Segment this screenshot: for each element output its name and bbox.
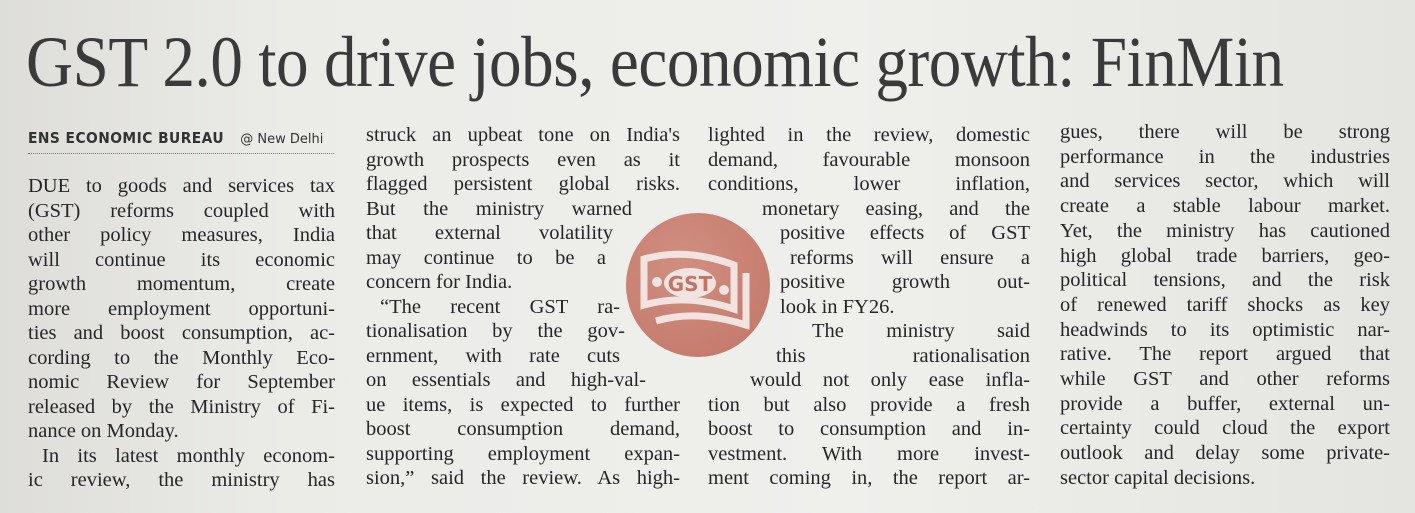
byline: ENS ECONOMIC BUREAU @ New Delhi [28, 128, 334, 154]
gst-banknote-icon: GST [626, 213, 770, 357]
article-line: (GST) reforms coupled with [28, 199, 335, 222]
article-line: nance on Monday. [28, 420, 179, 442]
article-line: will continue its economic [28, 248, 335, 271]
article-line: tionalisation by the gov- [366, 320, 625, 342]
article-line: create a stable labour market. [1060, 195, 1390, 218]
article-line: In its latest monthly econom- [42, 444, 335, 467]
article-line: of renewed tariff shocks as key [1060, 293, 1390, 316]
article-line: this rationalisation [776, 344, 1030, 367]
article-line: boost to consumption and in- [708, 418, 1030, 440]
article-line: tion but also provide a fresh [708, 393, 1030, 416]
article-line: growth momentum, create [28, 273, 335, 295]
article-line: ue items, is expected to further [366, 393, 680, 416]
article-line: on essentials and high-val- [366, 369, 646, 391]
article-line: gues, there will be strong [1060, 121, 1390, 143]
article-line: But the ministry warned [366, 197, 632, 220]
article-line: ic review, the ministry has [28, 469, 335, 491]
article-line: while GST and other reforms [1060, 368, 1390, 390]
article-line: conditions, lower inflation, [708, 173, 1030, 195]
article-line: growth prospects even as it [366, 148, 680, 171]
article-line: “The recent GST ra- [380, 295, 620, 318]
headline: GST 2.0 to drive jobs, economic growth: … [26, 22, 1284, 102]
article-line: reforms will ensure a [790, 246, 1030, 269]
article-line: Yet, the ministry has cautioned [1060, 219, 1390, 242]
article-line: cording to the Monthly Eco- [28, 346, 335, 369]
article-line: headwinds to its optimistic nar- [1060, 318, 1390, 341]
article-line: sion,” said the review. As high- [366, 467, 680, 489]
article-line: outlook and delay some private- [1060, 442, 1390, 465]
article-line: positive growth out- [780, 271, 1030, 293]
article-line: monetary easing, and the [762, 197, 1030, 220]
article-line: rative. The report argued that [1060, 343, 1390, 366]
article-line: struck an upbeat tone on India's [366, 124, 680, 146]
article-line: ment coming in, the report ar- [708, 467, 1030, 489]
article-line: other policy measures, India [28, 224, 335, 246]
byline-bureau: ENS ECONOMIC BUREAU [28, 129, 225, 147]
article-line: boost consumption demand, [366, 418, 680, 440]
gst-icon-label: GST [668, 272, 713, 296]
article-line: DUE to goods and services tax [28, 175, 335, 197]
article-line: that external volatility [366, 222, 613, 244]
article-line: ties and boost consumption, ac- [28, 322, 335, 344]
article-line: would not only ease infla- [750, 369, 1030, 391]
article-line: demand, favourable monsoon [708, 148, 1030, 171]
article-line: provide a buffer, external un- [1060, 392, 1390, 415]
article-line: performance in the industries [1060, 145, 1390, 168]
byline-location: @ New Delhi [240, 132, 324, 147]
article-line: vestment. With more invest- [708, 442, 1030, 465]
article-line: ernment, with rate cuts [366, 344, 620, 367]
article-line: may continue to be a [366, 246, 606, 269]
article-line: lighted in the review, domestic [708, 124, 1030, 146]
article-line: positive effects of GST [780, 222, 1030, 244]
article-line: supporting employment expan- [366, 442, 680, 465]
article-line: high global trade barriers, geo- [1060, 244, 1390, 267]
article-line: political tensions, and the risk [1060, 269, 1390, 292]
article-line: certainty could cloud the export [1060, 417, 1390, 440]
article-line: released by the Ministry of Fi- [28, 395, 335, 418]
article-line: flagged persistent global risks. [366, 173, 680, 195]
article-line: concern for India. [366, 271, 513, 293]
article-line: sector capital decisions. [1060, 466, 1256, 489]
article-line: more employment opportuni- [28, 297, 335, 320]
article-line: and services sector, which will [1060, 170, 1390, 193]
article-line: nomic Review for September [28, 371, 335, 393]
article-line: The ministry said [812, 320, 1030, 342]
article-line: look in FY26. [780, 295, 895, 318]
